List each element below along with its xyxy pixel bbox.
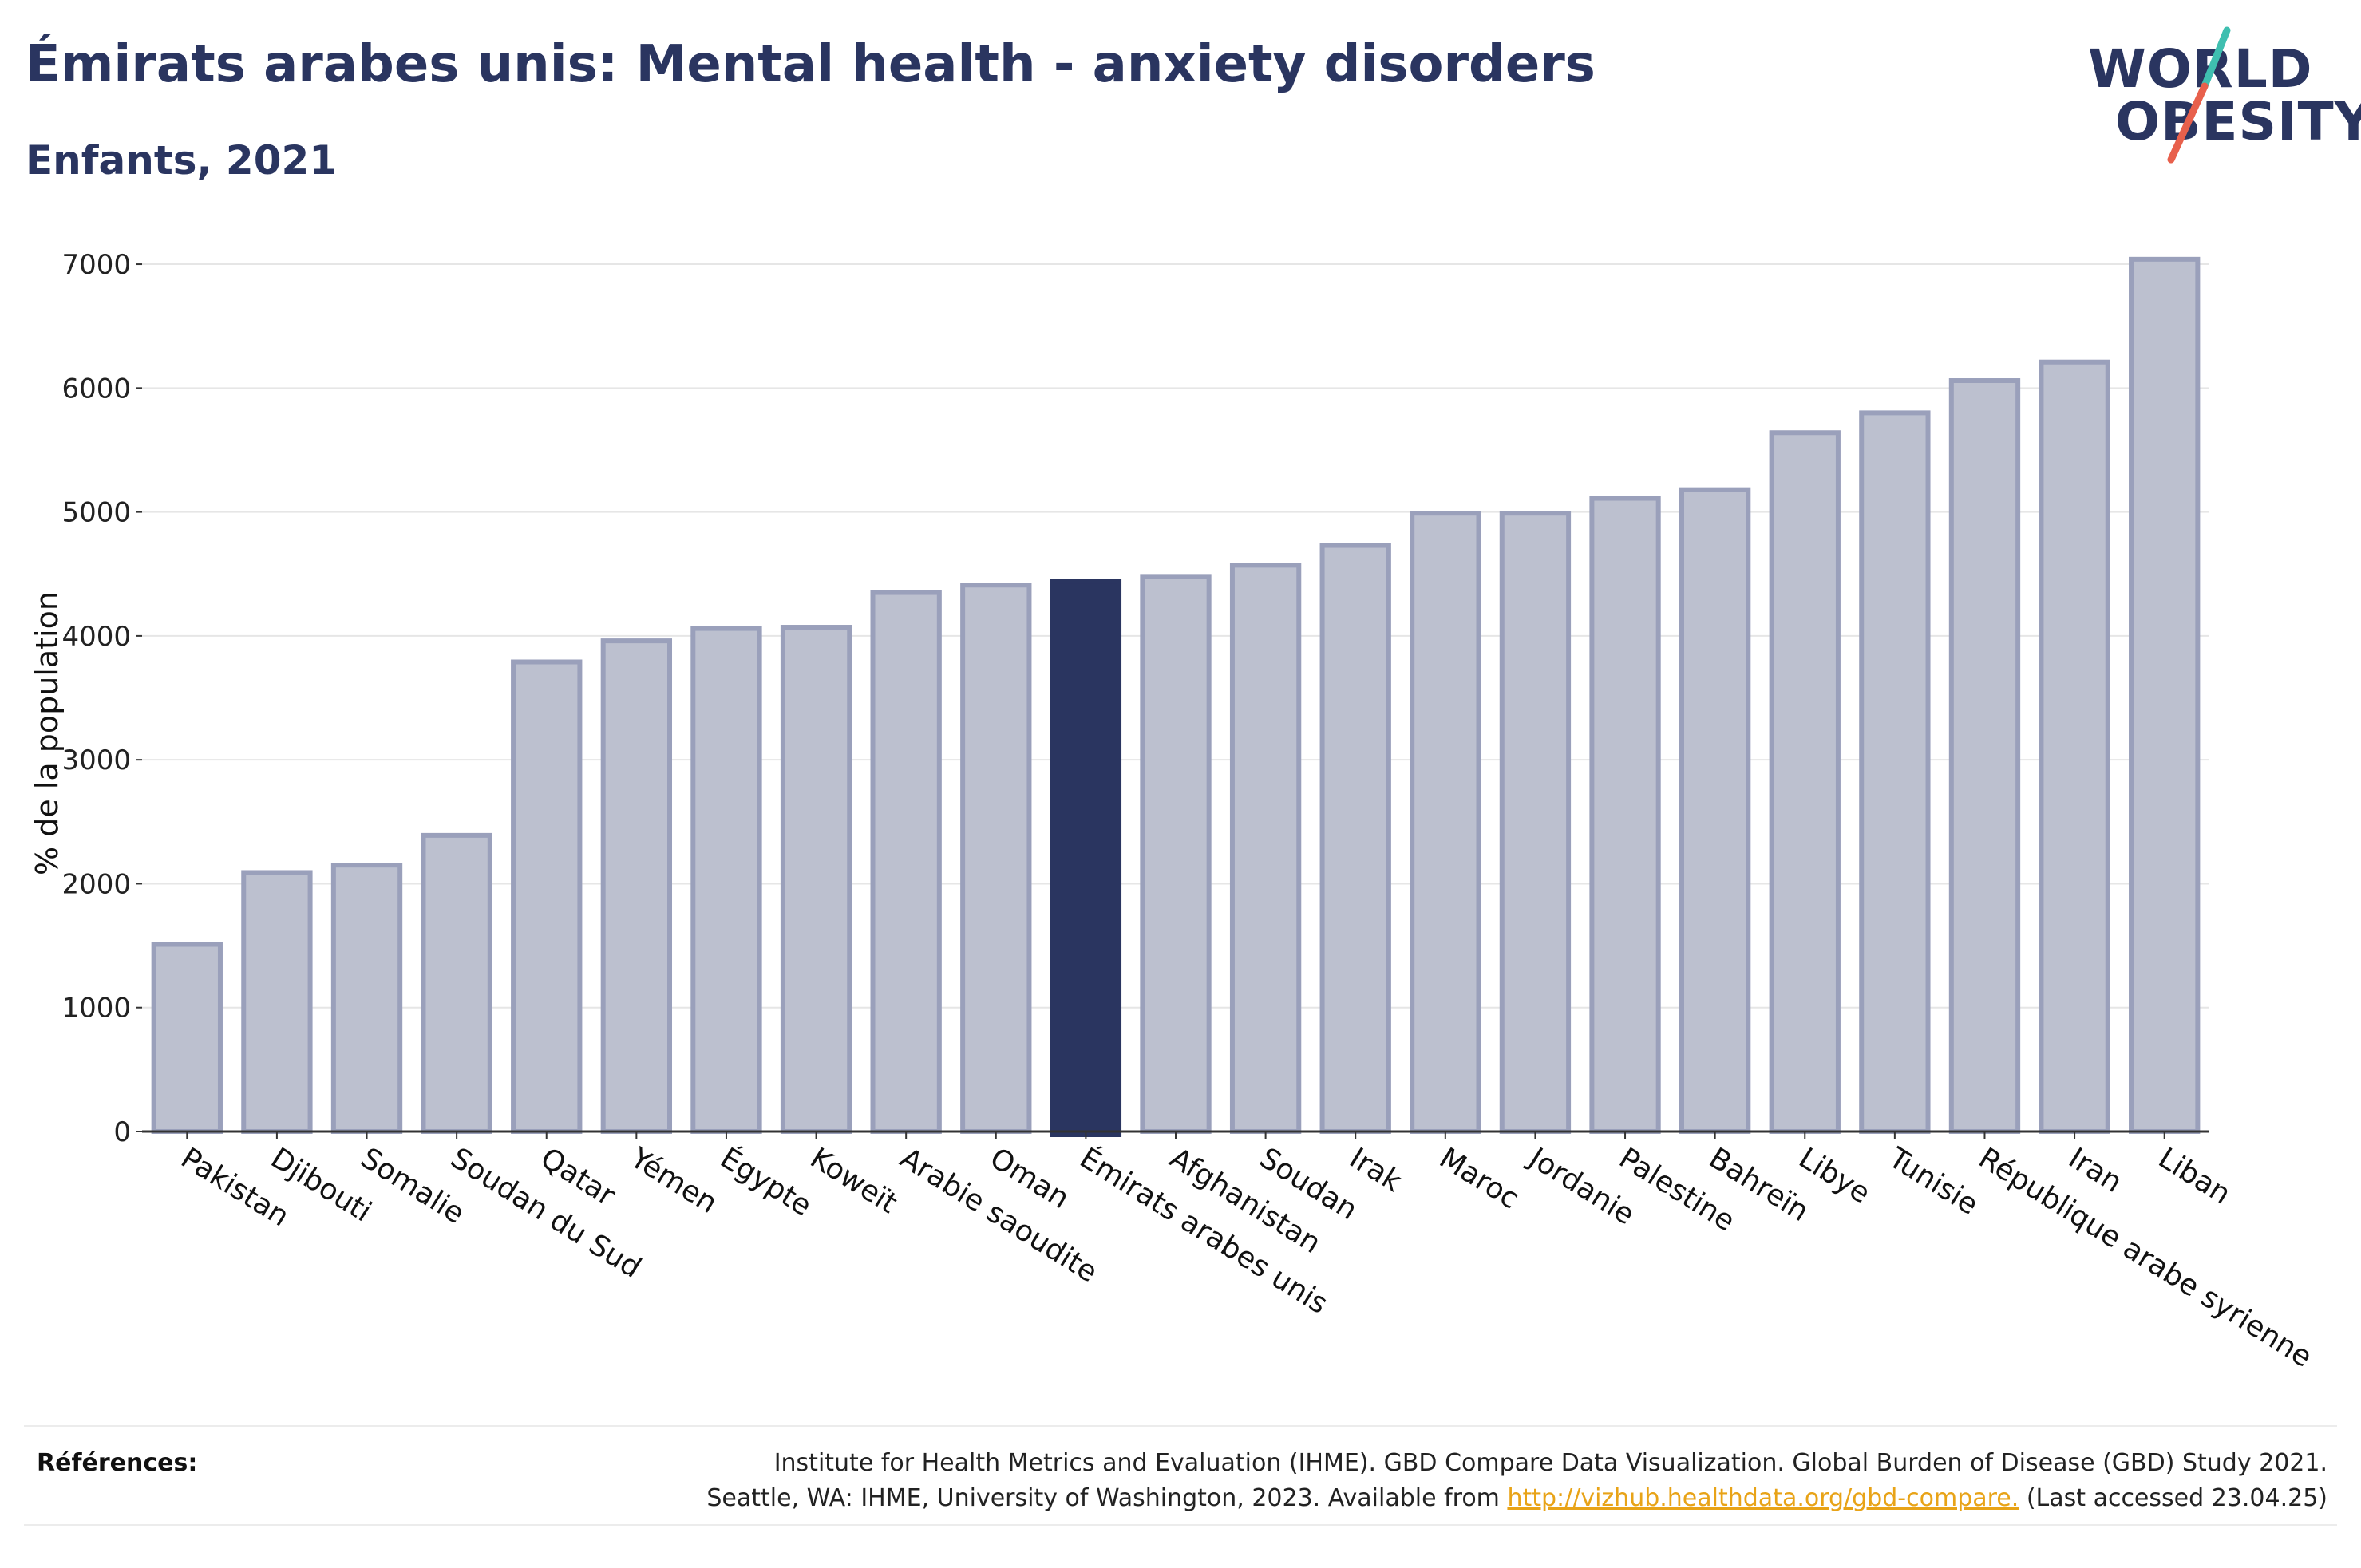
bar-1 <box>151 942 223 1134</box>
bar-20 <box>1859 410 1931 1134</box>
x-tick-label: Maroc <box>1434 1142 1525 1216</box>
bar-9 <box>870 590 942 1134</box>
x-tick-label: Irak <box>1343 1142 1407 1199</box>
bar-10 <box>960 583 1032 1134</box>
bar-2 <box>241 870 313 1135</box>
bar-23 <box>2129 256 2201 1134</box>
bar-22 <box>2039 359 2110 1135</box>
bar-5 <box>511 659 583 1134</box>
x-tick-label: Iran <box>2062 1142 2127 1199</box>
x-tick-label: Égypte <box>714 1141 817 1222</box>
bar-7 <box>690 626 762 1134</box>
y-tick-label: 3000 <box>61 745 131 776</box>
references-line2: Seattle, WA: IHME, University of Washing… <box>706 1484 2327 1512</box>
bar-12 <box>1140 574 1212 1134</box>
y-tick-label: 6000 <box>61 373 131 405</box>
x-tick-label: République arabe syrienne <box>1973 1142 2318 1374</box>
bar-11 <box>1050 579 1122 1137</box>
bar-chart: 0 1000 2000 3000 4000 5000 6000 7000 % de la pop… <box>30 249 2318 1374</box>
references-divider-bottom <box>24 1524 2337 1526</box>
bar-4 <box>421 832 492 1134</box>
y-tick-label: 0 <box>113 1116 131 1148</box>
x-tick-label: Somalie <box>355 1142 470 1230</box>
x-tick-label: Yémen <box>624 1141 723 1220</box>
references-link[interactable]: http://vizhub.healthdata.org/gbd-compare… <box>1507 1484 2019 1512</box>
x-tick-label: Liban <box>2153 1142 2236 1211</box>
y-tick-label: 2000 <box>61 868 131 900</box>
bar-16 <box>1499 511 1572 1134</box>
logo-line2: OBESITY <box>2115 91 2361 152</box>
page-title: Émirats arabes unis: Mental health - anx… <box>26 35 1596 94</box>
bar-15 <box>1410 511 1481 1134</box>
bar-14 <box>1319 543 1391 1134</box>
bar-8 <box>780 625 852 1134</box>
references-divider-top <box>24 1425 2337 1427</box>
x-tick-label: Tunisie <box>1882 1141 1983 1222</box>
y-tick-label: 5000 <box>61 497 131 529</box>
bar-13 <box>1229 563 1302 1134</box>
references-label: Références: <box>37 1449 198 1477</box>
bar-6 <box>600 638 673 1134</box>
references-line1: Institute for Health Metrics and Evaluat… <box>773 1449 2327 1477</box>
world-obesity-logo: WORLD OBESITY <box>2075 24 2361 176</box>
references-text: Institute for Health Metrics and Evaluat… <box>492 1446 2327 1516</box>
bar-19 <box>1769 430 1841 1134</box>
bar-18 <box>1679 487 1751 1134</box>
logo-slash-icon <box>2167 26 2231 164</box>
x-tick-label: Koweït <box>805 1142 903 1220</box>
bar-17 <box>1589 496 1661 1134</box>
bar-21 <box>1948 378 2021 1134</box>
y-axis-label: % de la population <box>30 591 65 875</box>
page-subtitle: Enfants, 2021 <box>26 137 338 184</box>
y-tick-label: 7000 <box>61 249 131 281</box>
y-tick-label: 1000 <box>61 993 131 1025</box>
y-tick-label: 4000 <box>61 621 131 653</box>
bar-3 <box>330 863 403 1135</box>
